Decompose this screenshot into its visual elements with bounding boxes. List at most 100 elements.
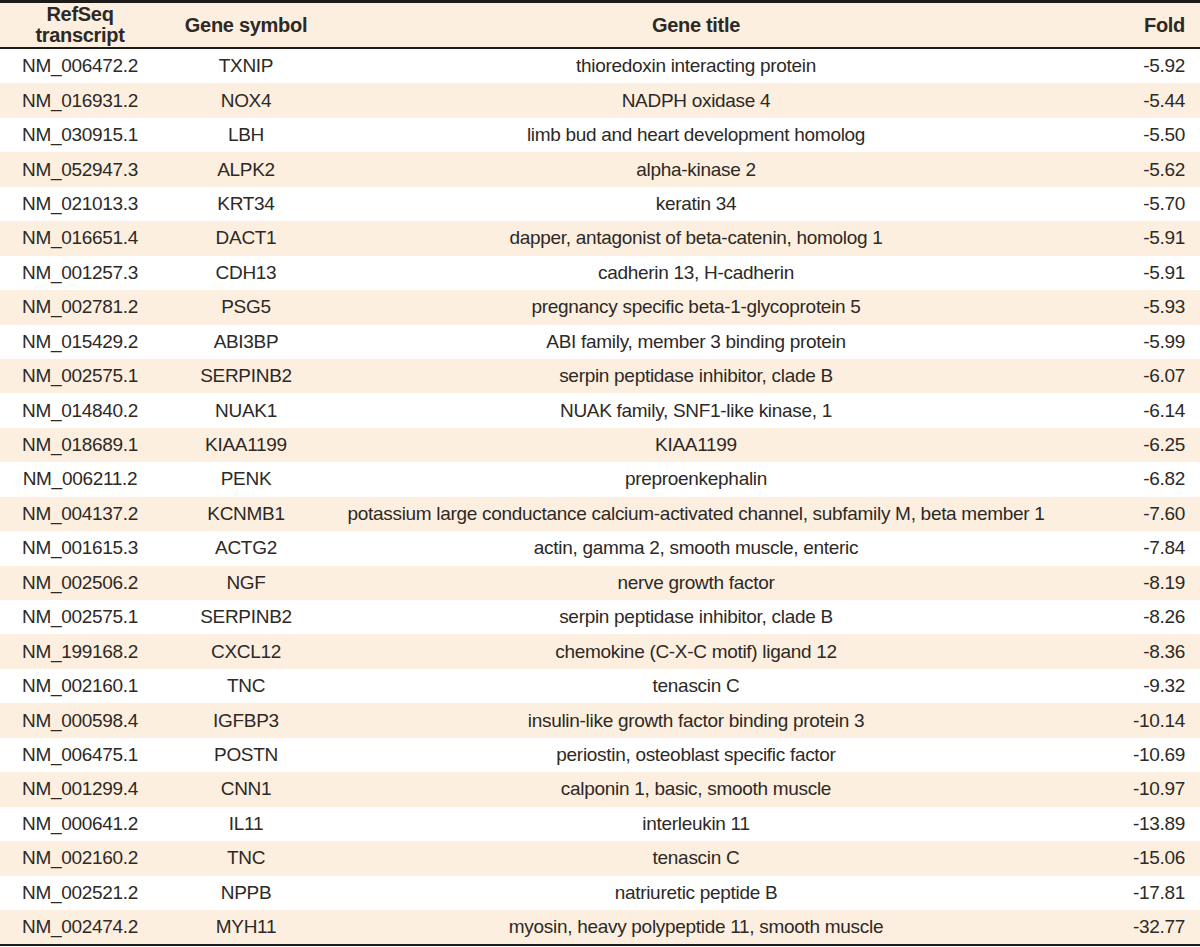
- column-header-refseq-transcript: RefSeq transcript: [0, 2, 160, 49]
- cell-symbol: TNC: [160, 841, 332, 875]
- table-row: NM_002160.1 TNC tenascin C -9.32: [0, 669, 1200, 703]
- cell-title: ABI family, member 3 binding protein: [332, 325, 1060, 359]
- table-row: NM_016931.2 NOX4 NADPH oxidase 4 -5.44: [0, 83, 1200, 117]
- cell-title: preproenkephalin: [332, 462, 1060, 496]
- table-row: NM_004137.2 KCNMB1 potassium large condu…: [0, 497, 1200, 531]
- table-row: NM_016651.4 DACT1 dapper, antagonist of …: [0, 221, 1200, 255]
- table-row: NM_001299.4 CNN1 calponin 1, basic, smoo…: [0, 772, 1200, 806]
- cell-fold: -17.81: [1060, 876, 1200, 910]
- cell-title: potassium large conductance calcium-acti…: [332, 497, 1060, 531]
- cell-transcript: NM_016931.2: [0, 83, 160, 117]
- cell-fold: -15.06: [1060, 841, 1200, 875]
- cell-fold: -6.07: [1060, 359, 1200, 393]
- cell-symbol: POSTN: [160, 738, 332, 772]
- cell-symbol: DACT1: [160, 221, 332, 255]
- cell-transcript: NM_002575.1: [0, 359, 160, 393]
- cell-title: natriuretic peptide B: [332, 876, 1060, 910]
- cell-symbol: IL11: [160, 807, 332, 841]
- cell-symbol: CNN1: [160, 772, 332, 806]
- cell-symbol: PSG5: [160, 290, 332, 324]
- table-row: NM_021013.3 KRT34 keratin 34 -5.70: [0, 187, 1200, 221]
- table-row: NM_030915.1 LBH limb bud and heart devel…: [0, 118, 1200, 152]
- cell-symbol: TNC: [160, 669, 332, 703]
- cell-fold: -5.93: [1060, 290, 1200, 324]
- cell-symbol: LBH: [160, 118, 332, 152]
- cell-transcript: NM_002521.2: [0, 876, 160, 910]
- cell-transcript: NM_002160.1: [0, 669, 160, 703]
- cell-fold: -5.91: [1060, 221, 1200, 255]
- cell-fold: -8.19: [1060, 566, 1200, 600]
- cell-title: tenascin C: [332, 841, 1060, 875]
- cell-symbol: KIAA1199: [160, 428, 332, 462]
- table-row: NM_006472.2 TXNIP thioredoxin interactin…: [0, 48, 1200, 83]
- cell-title: interleukin 11: [332, 807, 1060, 841]
- table-row: NM_006475.1 POSTN periostin, osteoblast …: [0, 738, 1200, 772]
- cell-title: chemokine (C-X-C motif) ligand 12: [332, 634, 1060, 668]
- cell-symbol: MYH11: [160, 910, 332, 945]
- table-body: NM_006472.2 TXNIP thioredoxin interactin…: [0, 48, 1200, 945]
- cell-fold: -5.50: [1060, 118, 1200, 152]
- cell-transcript: NM_021013.3: [0, 187, 160, 221]
- cell-title: serpin peptidase inhibitor, clade B: [332, 600, 1060, 634]
- cell-title: keratin 34: [332, 187, 1060, 221]
- cell-fold: -7.60: [1060, 497, 1200, 531]
- cell-fold: -5.70: [1060, 187, 1200, 221]
- cell-transcript: NM_001299.4: [0, 772, 160, 806]
- table-row: NM_014840.2 NUAK1 NUAK family, SNF1-like…: [0, 393, 1200, 427]
- cell-title: alpha-kinase 2: [332, 152, 1060, 186]
- cell-transcript: NM_002506.2: [0, 566, 160, 600]
- cell-title: cadherin 13, H-cadherin: [332, 256, 1060, 290]
- cell-title: pregnancy specific beta-1-glycoprotein 5: [332, 290, 1060, 324]
- cell-symbol: NUAK1: [160, 393, 332, 427]
- cell-transcript: NM_006475.1: [0, 738, 160, 772]
- cell-symbol: NOX4: [160, 83, 332, 117]
- cell-symbol: NPPB: [160, 876, 332, 910]
- cell-transcript: NM_006472.2: [0, 48, 160, 83]
- cell-transcript: NM_052947.3: [0, 152, 160, 186]
- table-row: NM_001615.3 ACTG2 actin, gamma 2, smooth…: [0, 531, 1200, 565]
- cell-title: calponin 1, basic, smooth muscle: [332, 772, 1060, 806]
- table-row: NM_002575.1 SERPINB2 serpin peptidase in…: [0, 359, 1200, 393]
- cell-transcript: NM_014840.2: [0, 393, 160, 427]
- gene-fold-table: RefSeq transcript Gene symbol Gene title…: [0, 0, 1200, 946]
- table-row: NM_199168.2 CXCL12 chemokine (C-X-C moti…: [0, 634, 1200, 668]
- table-row: NM_018689.1 KIAA1199 KIAA1199 -6.25: [0, 428, 1200, 462]
- cell-transcript: NM_000641.2: [0, 807, 160, 841]
- table-row: NM_006211.2 PENK preproenkephalin -6.82: [0, 462, 1200, 496]
- cell-fold: -5.99: [1060, 325, 1200, 359]
- table-row: NM_000641.2 IL11 interleukin 11 -13.89: [0, 807, 1200, 841]
- table-row: NM_002575.1 SERPINB2 serpin peptidase in…: [0, 600, 1200, 634]
- column-header-fold: Fold: [1060, 2, 1200, 49]
- cell-fold: -10.69: [1060, 738, 1200, 772]
- cell-fold: -32.77: [1060, 910, 1200, 945]
- cell-title: thioredoxin interacting protein: [332, 48, 1060, 83]
- cell-symbol: IGFBP3: [160, 703, 332, 737]
- cell-transcript: NM_002781.2: [0, 290, 160, 324]
- cell-title: limb bud and heart development homolog: [332, 118, 1060, 152]
- cell-transcript: NM_006211.2: [0, 462, 160, 496]
- cell-fold: -6.14: [1060, 393, 1200, 427]
- cell-title: nerve growth factor: [332, 566, 1060, 600]
- cell-title: dapper, antagonist of beta-catenin, homo…: [332, 221, 1060, 255]
- cell-fold: -7.84: [1060, 531, 1200, 565]
- cell-title: KIAA1199: [332, 428, 1060, 462]
- table-row: NM_002474.2 MYH11 myosin, heavy polypept…: [0, 910, 1200, 945]
- table-header: RefSeq transcript Gene symbol Gene title…: [0, 2, 1200, 49]
- cell-symbol: CXCL12: [160, 634, 332, 668]
- cell-symbol: KRT34: [160, 187, 332, 221]
- cell-symbol: KCNMB1: [160, 497, 332, 531]
- cell-symbol: SERPINB2: [160, 600, 332, 634]
- cell-symbol: NGF: [160, 566, 332, 600]
- cell-title: myosin, heavy polypeptide 11, smooth mus…: [332, 910, 1060, 945]
- cell-fold: -10.14: [1060, 703, 1200, 737]
- cell-transcript: NM_030915.1: [0, 118, 160, 152]
- cell-fold: -13.89: [1060, 807, 1200, 841]
- cell-fold: -8.26: [1060, 600, 1200, 634]
- table-row: NM_002781.2 PSG5 pregnancy specific beta…: [0, 290, 1200, 324]
- table-row: NM_052947.3 ALPK2 alpha-kinase 2 -5.62: [0, 152, 1200, 186]
- cell-symbol: SERPINB2: [160, 359, 332, 393]
- cell-fold: -6.82: [1060, 462, 1200, 496]
- cell-fold: -10.97: [1060, 772, 1200, 806]
- cell-transcript: NM_000598.4: [0, 703, 160, 737]
- cell-fold: -9.32: [1060, 669, 1200, 703]
